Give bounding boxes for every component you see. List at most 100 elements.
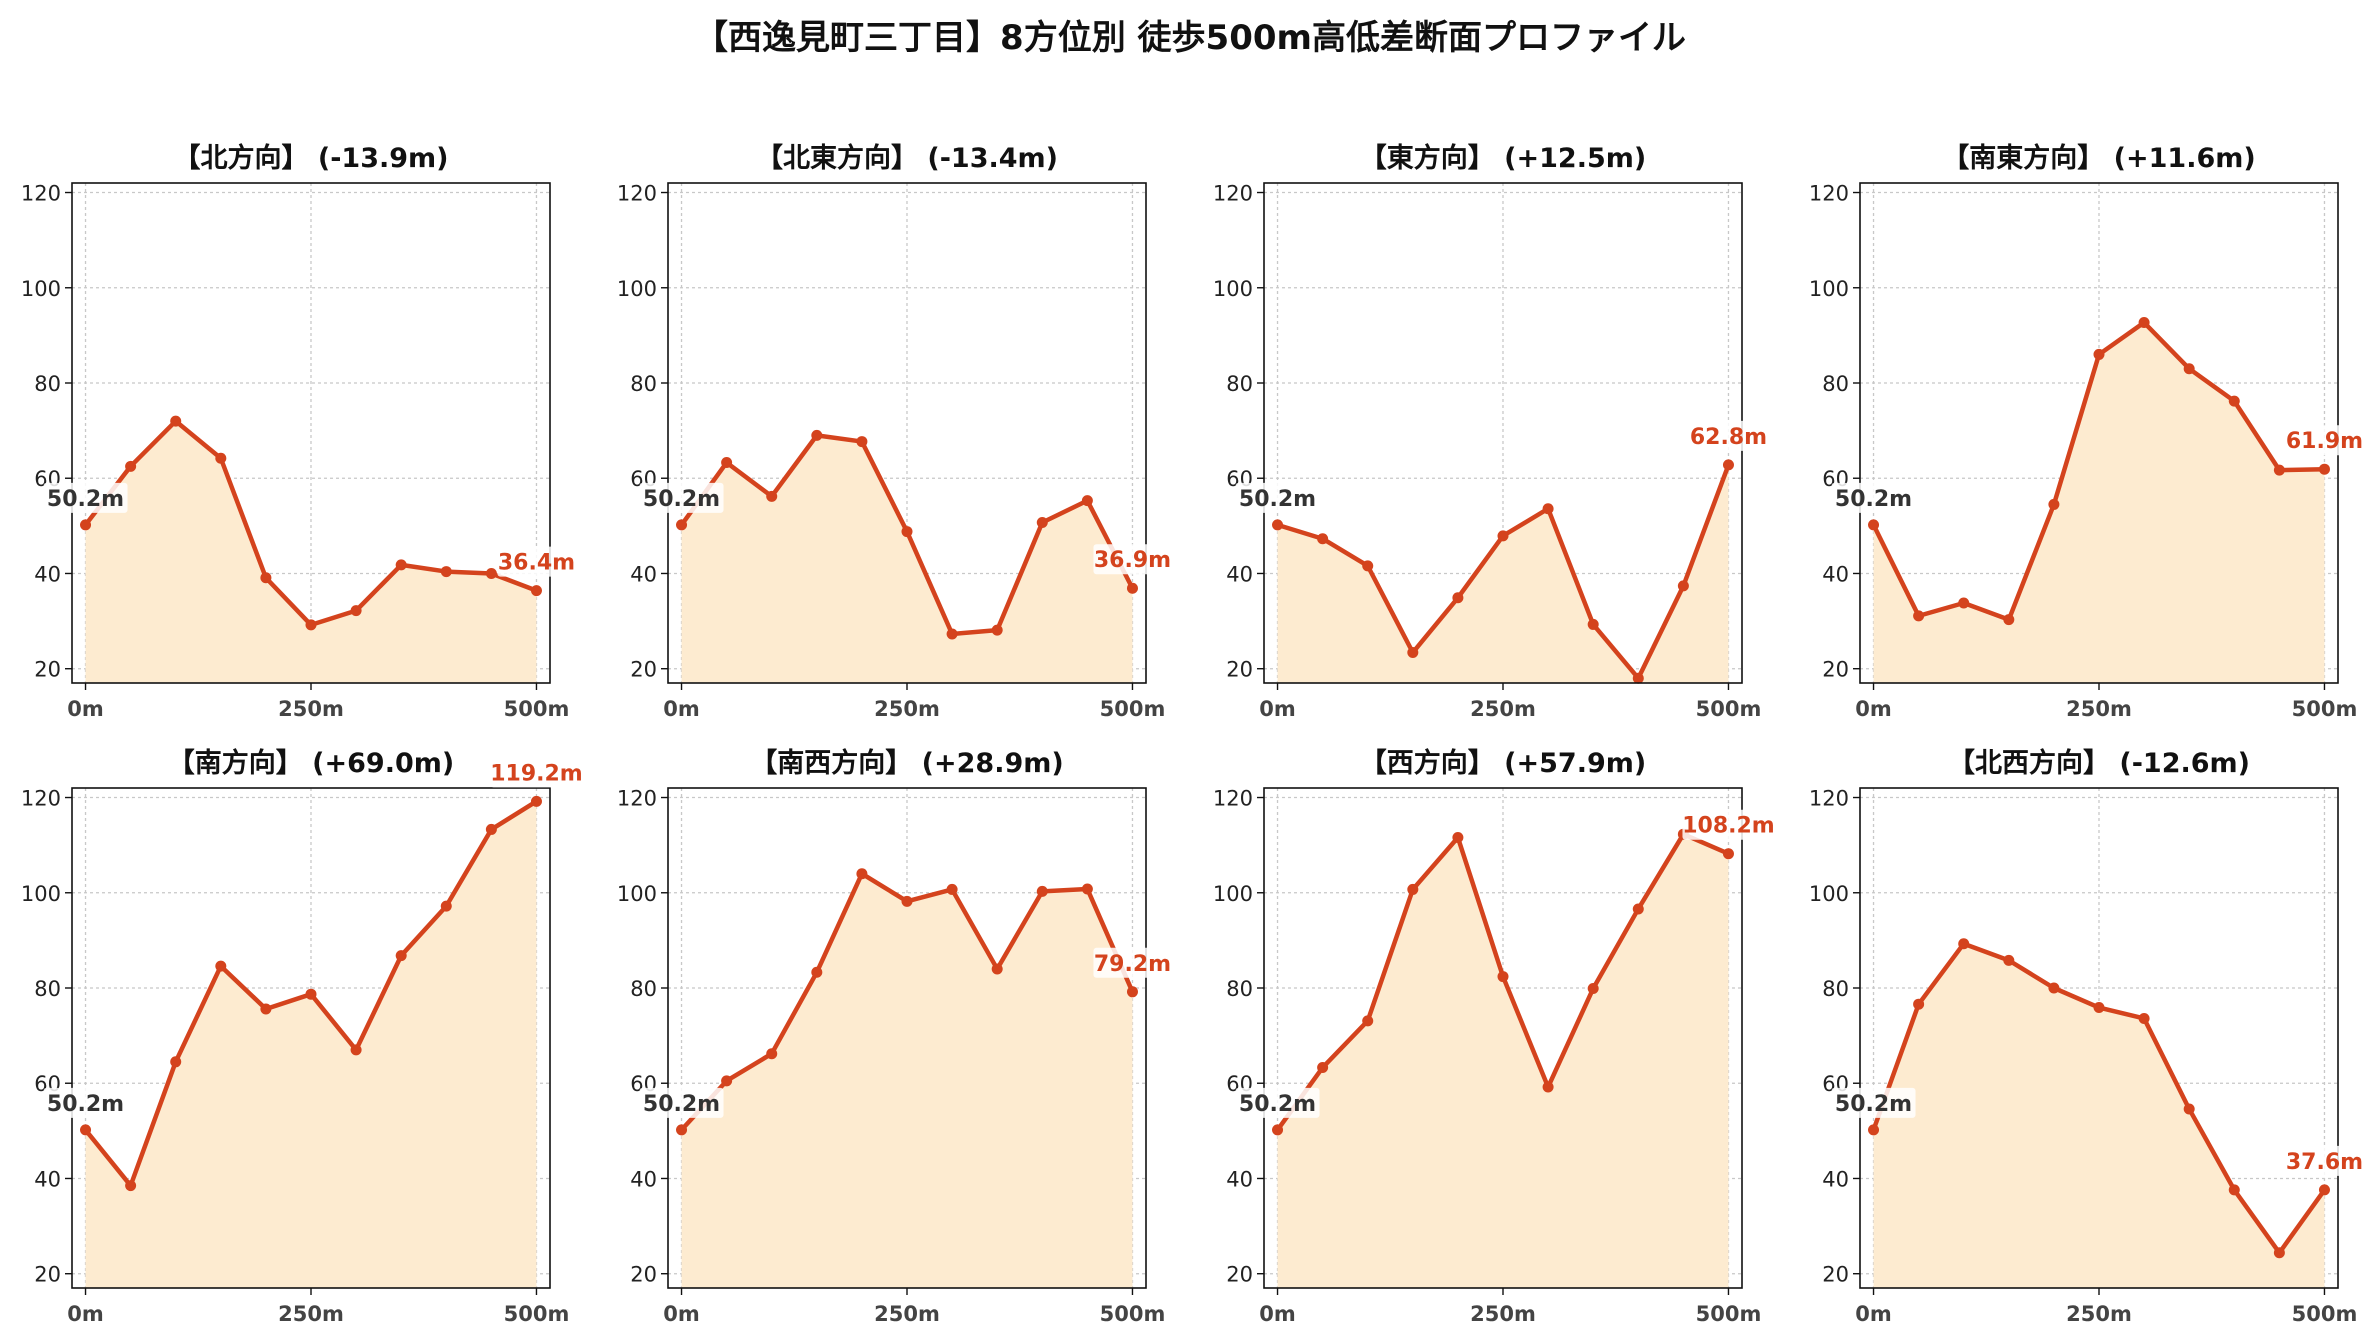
- elevation-area: [85, 801, 537, 1288]
- data-point: [1632, 903, 1644, 915]
- data-point: [2093, 1002, 2105, 1014]
- end-label: 61.9m: [2286, 429, 2363, 454]
- start-label-bg: [1235, 1087, 1320, 1118]
- end-label: 36.9m: [1094, 548, 1171, 573]
- data-point: [485, 823, 497, 835]
- data-point: [676, 1124, 688, 1136]
- data-point: [530, 585, 542, 597]
- x-tick-label: 250m: [1470, 1302, 1536, 1326]
- y-tick-label: 120: [1213, 182, 1253, 206]
- data-point: [440, 566, 452, 578]
- data-point: [395, 559, 407, 571]
- end-label: 37.6m: [2286, 1150, 2363, 1175]
- data-point: [1036, 517, 1048, 529]
- data-point: [856, 868, 868, 880]
- elevation-area: [681, 435, 1133, 683]
- elevation-area: [1277, 464, 1729, 683]
- data-point: [721, 457, 733, 469]
- data-point: [170, 415, 182, 427]
- end-label-bg: [2285, 425, 2364, 456]
- figure-title: 【西逸見町三丁目】8方位別 徒歩500m高低差断面プロファイル: [694, 18, 1686, 58]
- data-point: [1722, 848, 1734, 860]
- data-point: [1452, 592, 1464, 604]
- y-tick-label: 100: [617, 277, 657, 301]
- y-tick-label: 120: [617, 787, 657, 811]
- x-tick-label: 0m: [1259, 1302, 1296, 1326]
- data-point: [1868, 519, 1880, 531]
- elevation-area: [1277, 834, 1729, 1288]
- y-tick-label: 120: [1809, 787, 1849, 811]
- y-tick-label: 20: [1226, 658, 1253, 682]
- data-point: [1542, 503, 1554, 515]
- y-tick-label: 40: [1226, 562, 1253, 586]
- y-tick-label: 40: [1822, 562, 1849, 586]
- subplot-title: 【北西方向】 (-12.6m): [1948, 747, 2250, 779]
- elevation-area: [681, 873, 1133, 1288]
- x-tick-label: 250m: [2066, 1302, 2132, 1326]
- end-label-bg: [1093, 544, 1172, 575]
- data-point: [440, 900, 452, 912]
- data-point: [1497, 971, 1509, 983]
- y-tick-label: 40: [630, 1167, 657, 1191]
- end-label-bg: [490, 757, 583, 788]
- y-tick-label: 40: [34, 562, 61, 586]
- data-point: [1632, 672, 1644, 684]
- data-point: [811, 966, 823, 978]
- subplot-title: 【南東方向】 (+11.6m): [1942, 142, 2255, 174]
- start-label: 50.2m: [47, 1092, 124, 1117]
- y-tick-label: 120: [21, 182, 61, 206]
- end-label: 79.2m: [1094, 952, 1171, 977]
- data-point: [1317, 1062, 1329, 1074]
- x-tick-label: 0m: [1855, 697, 1892, 721]
- subplot-title: 【西方向】 (+57.9m): [1360, 747, 1646, 779]
- data-point: [2093, 348, 2105, 360]
- data-point: [2273, 464, 2285, 476]
- data-point: [766, 1048, 778, 1060]
- x-tick-label: 500m: [1100, 697, 1166, 721]
- data-point: [2318, 1184, 2330, 1196]
- data-point: [1407, 647, 1419, 659]
- y-tick-label: 120: [1213, 787, 1253, 811]
- data-point: [1868, 1124, 1880, 1136]
- x-tick-label: 500m: [504, 697, 570, 721]
- data-point: [1272, 1124, 1284, 1136]
- x-tick-label: 250m: [2066, 697, 2132, 721]
- data-point: [485, 567, 497, 579]
- data-point: [946, 628, 958, 640]
- data-point: [2228, 1184, 2240, 1196]
- x-tick-label: 0m: [1855, 1302, 1892, 1326]
- data-point: [2183, 363, 2195, 375]
- data-point: [1362, 1015, 1374, 1027]
- data-point: [1542, 1081, 1554, 1093]
- data-point: [946, 883, 958, 895]
- start-label-bg: [1831, 482, 1916, 513]
- x-tick-label: 500m: [504, 1302, 570, 1326]
- y-tick-label: 100: [1809, 277, 1849, 301]
- data-point: [811, 429, 823, 441]
- data-point: [350, 1044, 362, 1056]
- data-point: [901, 895, 913, 907]
- data-point: [1452, 832, 1464, 844]
- start-label-bg: [1235, 482, 1320, 513]
- data-point: [80, 1124, 92, 1136]
- start-label-bg: [43, 482, 128, 513]
- y-tick-label: 80: [34, 372, 61, 396]
- data-point: [1272, 519, 1284, 531]
- end-label-bg: [1682, 809, 1775, 840]
- data-point: [721, 1075, 733, 1087]
- data-point: [2048, 498, 2060, 510]
- start-label: 50.2m: [1835, 1092, 1912, 1117]
- data-point: [991, 963, 1003, 975]
- x-tick-label: 0m: [663, 697, 700, 721]
- data-point: [1958, 597, 1970, 609]
- data-point: [1126, 986, 1138, 998]
- y-tick-label: 80: [630, 372, 657, 396]
- data-point: [260, 572, 272, 584]
- y-tick-label: 120: [617, 182, 657, 206]
- data-point: [530, 795, 542, 807]
